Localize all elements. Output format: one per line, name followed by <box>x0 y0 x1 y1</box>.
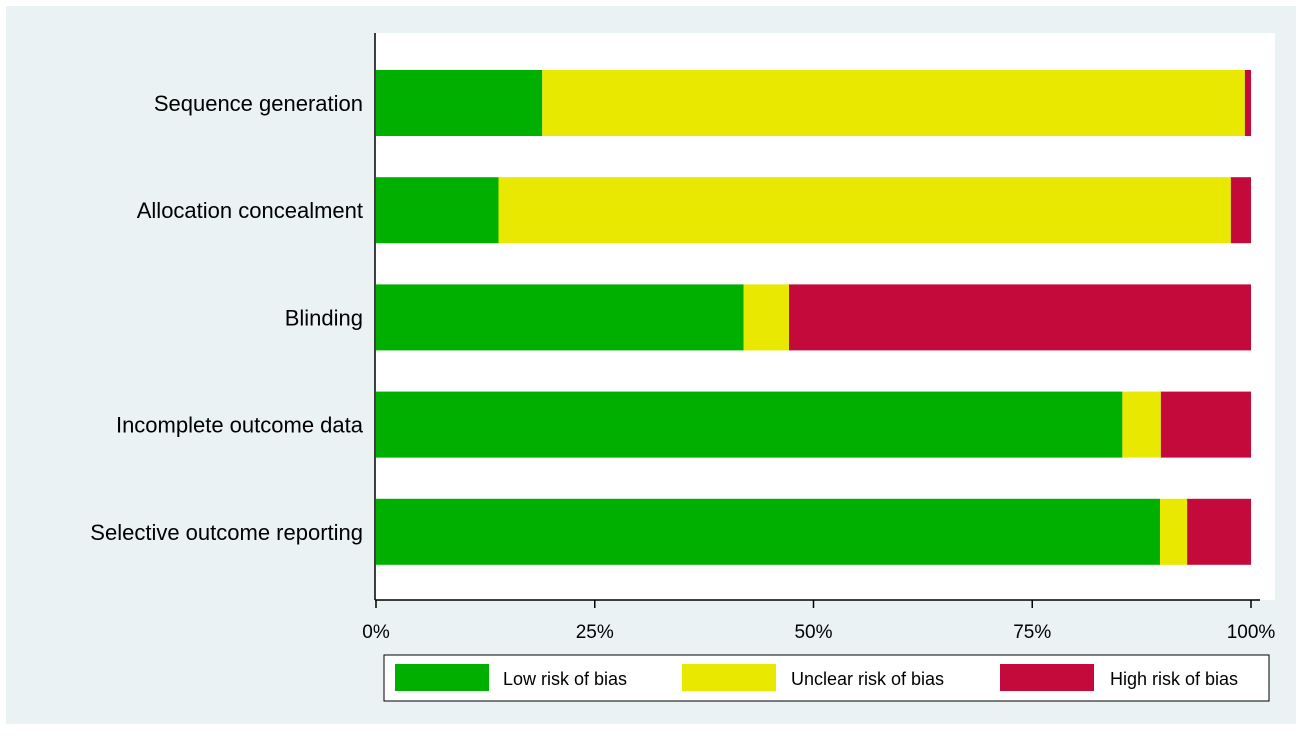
x-axis-ticks: 0% 25% 50% 75% 100% <box>362 600 1275 643</box>
legend: Low risk of bias Unclear risk of bias High… <box>383 654 1270 702</box>
legend-label-unclear-risk-of-bias: Unclear risk of bias <box>791 669 944 689</box>
bar-allocation-concealment-unclear-risk-of-bias <box>498 177 1231 244</box>
bar-blinding-low-risk-of-bias <box>376 284 744 351</box>
bar-incomplete-outcome-data-low-risk-of-bias <box>376 391 1123 458</box>
bar-selective-outcome-reporting-unclear-risk-of-bias <box>1160 498 1188 565</box>
bar-blinding-high-risk-of-bias <box>789 284 1251 351</box>
y-tick-label: Allocation concealment <box>137 198 363 223</box>
y-tick-label: Blinding <box>285 305 363 330</box>
bar-selective-outcome-reporting-high-risk-of-bias <box>1187 498 1252 565</box>
x-tick-label: 0% <box>362 622 390 643</box>
bar-sequence-generation-high-risk-of-bias <box>1244 70 1252 136</box>
bar-sequence-generation-unclear-risk-of-bias <box>542 70 1245 136</box>
y-tick-label: Selective outcome reporting <box>90 520 363 545</box>
bar-incomplete-outcome-data-high-risk-of-bias <box>1160 391 1252 458</box>
y-axis-labels: Sequence generation Allocation concealmen… <box>90 91 363 545</box>
bars-group <box>376 70 1252 565</box>
x-tick-label: 100% <box>1227 622 1276 643</box>
legend-label-low-risk-of-bias: Low risk of bias <box>503 669 627 689</box>
bar-allocation-concealment-high-risk-of-bias <box>1230 177 1252 244</box>
legend-swatch-high-risk-of-bias <box>1000 664 1094 691</box>
legend-swatch-low-risk-of-bias <box>395 664 489 691</box>
x-tick-label: 50% <box>794 622 832 643</box>
bar-selective-outcome-reporting-low-risk-of-bias <box>376 498 1160 565</box>
legend-label-high-risk-of-bias: High risk of bias <box>1110 669 1238 689</box>
bar-incomplete-outcome-data-unclear-risk-of-bias <box>1122 391 1161 458</box>
bar-allocation-concealment-low-risk-of-bias <box>376 177 499 244</box>
x-tick-label: 25% <box>576 622 614 643</box>
x-tick-label: 75% <box>1013 622 1051 643</box>
legend-box <box>383 654 1270 702</box>
y-tick-label: Sequence generation <box>154 91 363 116</box>
bar-blinding-unclear-risk-of-bias <box>743 284 789 351</box>
bar-sequence-generation-low-risk-of-bias <box>376 70 543 136</box>
y-tick-label: Incomplete outcome data <box>116 413 364 438</box>
legend-swatch-unclear-risk-of-bias <box>682 664 776 691</box>
